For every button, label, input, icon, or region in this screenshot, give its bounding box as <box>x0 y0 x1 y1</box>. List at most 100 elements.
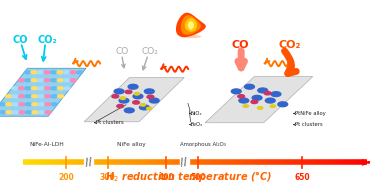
Polygon shape <box>205 77 313 123</box>
Polygon shape <box>188 21 194 30</box>
Circle shape <box>125 90 132 94</box>
Circle shape <box>0 103 5 106</box>
Circle shape <box>31 79 37 82</box>
Circle shape <box>64 87 70 90</box>
Circle shape <box>26 111 32 114</box>
Circle shape <box>119 98 129 103</box>
FancyBboxPatch shape <box>84 155 93 170</box>
Circle shape <box>51 71 57 74</box>
Circle shape <box>128 84 138 89</box>
Circle shape <box>57 71 63 74</box>
Circle shape <box>6 111 12 114</box>
Circle shape <box>51 79 57 82</box>
Circle shape <box>112 95 119 98</box>
Circle shape <box>31 87 37 90</box>
Circle shape <box>147 95 154 99</box>
Circle shape <box>144 89 154 94</box>
Circle shape <box>51 103 57 106</box>
Circle shape <box>120 97 125 100</box>
Circle shape <box>258 88 268 93</box>
Circle shape <box>45 95 51 98</box>
Circle shape <box>140 104 146 106</box>
Circle shape <box>134 92 139 95</box>
Text: Pt clusters: Pt clusters <box>295 122 322 127</box>
Circle shape <box>19 95 25 98</box>
Circle shape <box>25 87 31 90</box>
Circle shape <box>70 71 76 74</box>
Text: Pt clusters: Pt clusters <box>96 120 123 125</box>
Text: 500: 500 <box>191 174 206 182</box>
Circle shape <box>278 102 288 107</box>
Circle shape <box>44 71 50 74</box>
Ellipse shape <box>181 35 201 38</box>
Text: 650: 650 <box>294 174 310 182</box>
Circle shape <box>6 95 12 98</box>
Circle shape <box>45 111 51 114</box>
Circle shape <box>245 84 254 89</box>
Text: CO₂: CO₂ <box>279 40 301 50</box>
Text: 300: 300 <box>100 174 116 182</box>
Circle shape <box>77 71 83 74</box>
Circle shape <box>38 79 44 82</box>
Circle shape <box>12 103 19 106</box>
Circle shape <box>45 87 51 90</box>
Circle shape <box>12 87 18 90</box>
Circle shape <box>133 94 143 99</box>
Polygon shape <box>181 15 201 35</box>
Circle shape <box>64 71 70 74</box>
Circle shape <box>251 100 258 104</box>
Circle shape <box>133 101 139 104</box>
Circle shape <box>0 111 6 114</box>
Text: Amorphous Al₂O₃: Amorphous Al₂O₃ <box>180 142 226 147</box>
Circle shape <box>117 105 124 108</box>
Circle shape <box>139 105 149 110</box>
Circle shape <box>38 87 44 90</box>
FancyArrowPatch shape <box>285 51 296 73</box>
Text: NiOₓ: NiOₓ <box>191 111 203 116</box>
Circle shape <box>45 103 51 106</box>
Text: CO: CO <box>231 40 249 50</box>
Circle shape <box>124 108 134 113</box>
Polygon shape <box>176 13 206 37</box>
Circle shape <box>114 89 124 94</box>
Circle shape <box>51 95 57 98</box>
Text: 200: 200 <box>58 174 74 182</box>
Circle shape <box>38 103 44 106</box>
Text: H$_2$ reduction temperature (°C): H$_2$ reduction temperature (°C) <box>105 169 273 184</box>
Circle shape <box>271 92 281 97</box>
Circle shape <box>19 111 25 114</box>
Text: //: // <box>180 157 188 168</box>
Text: PtNiFe alloy: PtNiFe alloy <box>295 111 325 116</box>
Circle shape <box>238 95 245 98</box>
Circle shape <box>44 79 50 82</box>
Circle shape <box>12 95 18 98</box>
Polygon shape <box>185 18 197 32</box>
Circle shape <box>147 107 152 110</box>
Polygon shape <box>84 78 184 122</box>
Circle shape <box>51 87 57 90</box>
Circle shape <box>32 95 38 98</box>
Circle shape <box>25 95 31 98</box>
Text: 400: 400 <box>158 174 174 182</box>
Text: FeOₓ: FeOₓ <box>191 122 203 127</box>
Circle shape <box>25 79 31 82</box>
Circle shape <box>265 98 275 103</box>
Text: NiFe alloy: NiFe alloy <box>117 142 146 147</box>
Circle shape <box>25 103 31 106</box>
Circle shape <box>252 95 262 100</box>
Circle shape <box>19 87 25 90</box>
Circle shape <box>270 105 276 107</box>
Circle shape <box>239 98 249 103</box>
Circle shape <box>38 95 44 98</box>
Text: NiFe·Al-LDH: NiFe·Al-LDH <box>30 142 65 147</box>
Circle shape <box>19 103 25 106</box>
Circle shape <box>39 111 45 114</box>
FancyBboxPatch shape <box>180 155 189 170</box>
Circle shape <box>149 98 159 103</box>
Circle shape <box>64 79 70 82</box>
Circle shape <box>57 87 64 90</box>
Circle shape <box>6 103 12 106</box>
Circle shape <box>70 79 76 82</box>
Circle shape <box>58 95 64 98</box>
Text: CO: CO <box>12 35 28 45</box>
